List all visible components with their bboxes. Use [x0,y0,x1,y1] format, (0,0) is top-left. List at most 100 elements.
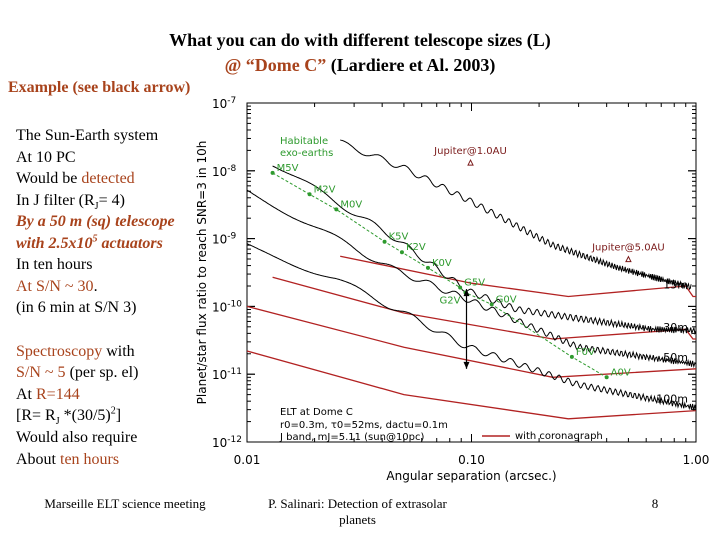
habitable-point-label: M2V [314,184,336,195]
text-span: ten hours [60,451,120,468]
y-tick-base: 10 [212,165,227,179]
habitable-point [270,170,275,175]
x-axis-label: Angular separation (arcsec.) [386,469,556,483]
text-span: Would be [16,170,82,187]
footer-event: Marseille ELT science meeting [44,496,206,511]
habitable-label: Habitable [280,136,328,147]
x-tick-label: 1.00 [683,453,710,467]
text-line: with 2.5x105 actuators [16,234,163,254]
telescope-size-label: 50m [663,351,688,364]
subtitle-reference: (Lardiere et Al. 2003) [326,55,496,75]
habitable-point-label: F0V [576,347,595,358]
jupiter-marker-icon [625,255,632,263]
habitable-point [307,192,312,197]
legend-label: with coronagraph [515,431,603,442]
text-span: with 2.5x10 [16,235,93,252]
habitable-point-label: G0V [496,294,517,305]
jupiter-label: Jupiter@5.0AU [591,243,665,254]
example-label: Example (see black arrow) [8,79,191,96]
text-line: Would also require [16,429,138,446]
habitable-point-label: K5V [389,232,409,243]
text-span: with [102,343,135,360]
y-tick-exponent: -11 [227,367,242,377]
y-tick-exponent: -10 [227,299,242,309]
slide-subtitle: @ “Dome C” (Lardiere et Al. 2003) [0,55,720,76]
text-span: Spectroscopy [16,343,103,360]
text-line: At S/N ~ 30. [16,277,98,297]
x-tick-label: 0.01 [234,453,261,467]
no-coronagraph-curve-30m [272,165,697,336]
jupiter-label: Jupiter@1.0AU [433,146,507,157]
habitable-point-label: G2V [440,296,461,307]
annotation-line: ELT at Dome C [280,407,353,418]
y-tick-exponent: -8 [227,164,236,174]
arrow-head-icon [463,289,470,297]
text-span: ] [115,407,122,424]
no-coronagraph-curve-15m [340,139,692,291]
text-line: The Sun-Earth system [16,127,159,144]
text-span: *(30/5) [59,407,111,424]
habitable-label: exo-earths [280,148,333,159]
habitable-point-label: M5V [277,163,299,174]
text-line: Spectroscopy with [16,342,135,362]
habitable-point [458,285,463,290]
text-line: S/N ~ 5 (per sp. el) [16,363,138,383]
y-tick-label: 10-7 [212,96,236,111]
y-tick-label: 10-9 [212,232,237,247]
text-span: detected [81,170,135,187]
no-coronagraph-curve-50m [246,189,697,369]
annotation-line: r0=0.3m, τ0=52ms, dactu=0.1m [280,420,448,431]
habitable-point [569,354,574,359]
y-tick-base: 10 [212,368,227,382]
text-line: By a 50 m (sq) telescope [16,213,175,230]
y-tick-base: 10 [212,97,227,111]
text-span: At S/N ~ 30 [16,278,94,295]
y-tick-label: 10-11 [212,367,242,382]
y-tick-exponent: -9 [227,232,236,242]
habitable-point-label: G5V [464,278,485,289]
text-line: At 10 PC [16,149,76,166]
x-tick-label: 0.10 [458,453,485,467]
text-line: About ten hours [16,450,119,470]
habitable-point [399,250,404,255]
footer-author-line: P. Salinari: Detection of extrasolar [268,496,447,511]
page-number: 8 [651,496,659,511]
y-tick-base: 10 [212,436,227,450]
text-span: J [94,201,99,213]
y-tick-base: 10 [212,233,227,247]
y-tick-label: 10-8 [212,164,237,179]
habitable-point [382,239,387,244]
habitable-point-label: K0V [432,258,452,269]
coronagraph-curve-100m [246,350,697,420]
text-span: [R= R [16,407,56,424]
habitable-point [489,302,494,307]
habitable-point [604,375,609,380]
no-coronagraph-curve-100m [246,243,697,411]
arrow-head-icon [463,361,470,369]
y-tick-label: 10-10 [212,299,242,314]
slide-title: What you can do with different telescope… [169,30,551,50]
subtitle-dome-c: @ “Dome C” [224,55,327,75]
text-span: S/N ~ 5 [16,364,66,381]
footer-author-line: planets [339,512,376,527]
text-span: 2 [110,405,116,417]
text-line: In ten hours [16,256,93,273]
text-line: In J filter (RJ= 4) [16,191,125,213]
y-tick-exponent: -7 [227,96,236,106]
telescope-size-label: 100m [656,393,688,406]
text-line: [R= RJ *(30/5)2] [16,405,122,428]
text-span: (per sp. el) [65,364,139,381]
text-span: At [16,386,36,403]
text-span: R=144 [36,386,80,403]
habitable-point-label: M0V [340,199,362,210]
habitable-point [334,207,339,212]
habitable-point-label: A0V [611,367,631,378]
habitable-point-label: K2V [406,242,426,253]
footer-author: P. Salinari: Detection of extrasolar plan… [250,496,465,528]
y-tick-exponent: -12 [227,435,242,445]
coronagraph-curve-15m [340,255,696,298]
text-span: In J filter (R [16,192,95,209]
coronagraph-curve-50m [246,305,697,378]
text-span: J [55,416,60,428]
